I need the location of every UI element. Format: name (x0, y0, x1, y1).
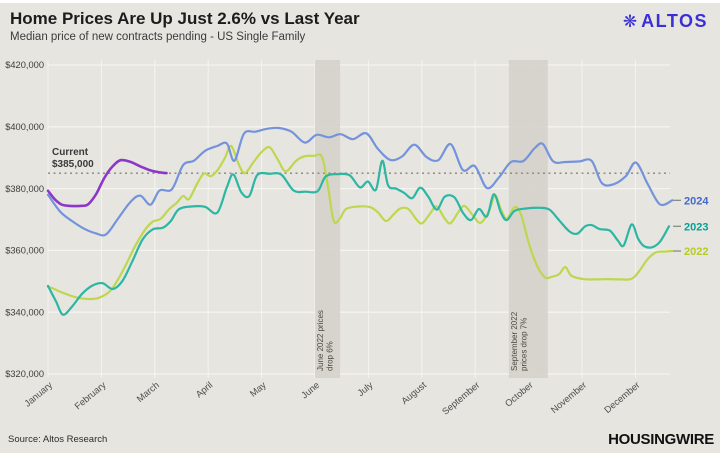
series-line-2022 (46, 144, 674, 301)
x-tick-label: April (194, 380, 215, 400)
page-subtitle: Median price of new contracts pending - … (10, 31, 306, 43)
band-annotation: drop 6% (326, 341, 335, 371)
housingwire-logo: HOUSINGWIRE (608, 431, 714, 448)
x-tick-label: July (356, 380, 375, 399)
legend-label-2023: 2023 (684, 221, 708, 233)
y-tick-label: $320,000 (5, 369, 44, 379)
event-band (315, 60, 341, 378)
y-tick-label: $400,000 (5, 122, 44, 132)
x-tick-label: October (503, 380, 535, 409)
page-title: Home Prices Are Up Just 2.6% vs Last Yea… (10, 9, 360, 28)
series-line-2024 (46, 126, 674, 237)
x-tick-label: June (299, 380, 321, 401)
price-chart: June 2022 prices drop 6% September 2022 pri… (5, 60, 709, 417)
altos-logo-text: ALTOS (641, 11, 708, 31)
x-tick-label: September (440, 380, 481, 417)
band-annotation: June 2022 prices (316, 310, 325, 371)
band-annotation: prices drop 7% (519, 318, 528, 371)
series-line-2023 (46, 159, 671, 316)
y-tick-label: $420,000 (5, 60, 44, 70)
altos-logo: ❋ ALTOS (623, 11, 708, 32)
y-tick-label: $380,000 (5, 184, 44, 194)
current-value-label: $385,000 (52, 159, 94, 170)
band-annotation: September 2022 (510, 311, 519, 371)
y-tick-label: $360,000 (5, 246, 44, 256)
x-tick-label: November (549, 380, 588, 415)
x-tick-label: January (23, 380, 55, 409)
chart-card: Home Prices Are Up Just 2.6% vs Last Yea… (0, 3, 720, 453)
x-tick-label: August (399, 380, 428, 407)
legend-label-2022: 2022 (684, 246, 708, 258)
legend-label-2024: 2024 (684, 195, 709, 207)
x-tick-label: February (73, 380, 108, 412)
x-tick-label: March (135, 380, 161, 404)
x-tick-label: May (248, 380, 268, 399)
series-line-2025 (46, 158, 168, 208)
current-label: Current (52, 147, 89, 158)
x-tick-label: December (602, 380, 641, 415)
snowflake-icon: ❋ (622, 12, 638, 31)
event-band (508, 60, 548, 378)
y-tick-label: $340,000 (5, 307, 44, 317)
source-text: Source: Altos Research (8, 434, 108, 445)
